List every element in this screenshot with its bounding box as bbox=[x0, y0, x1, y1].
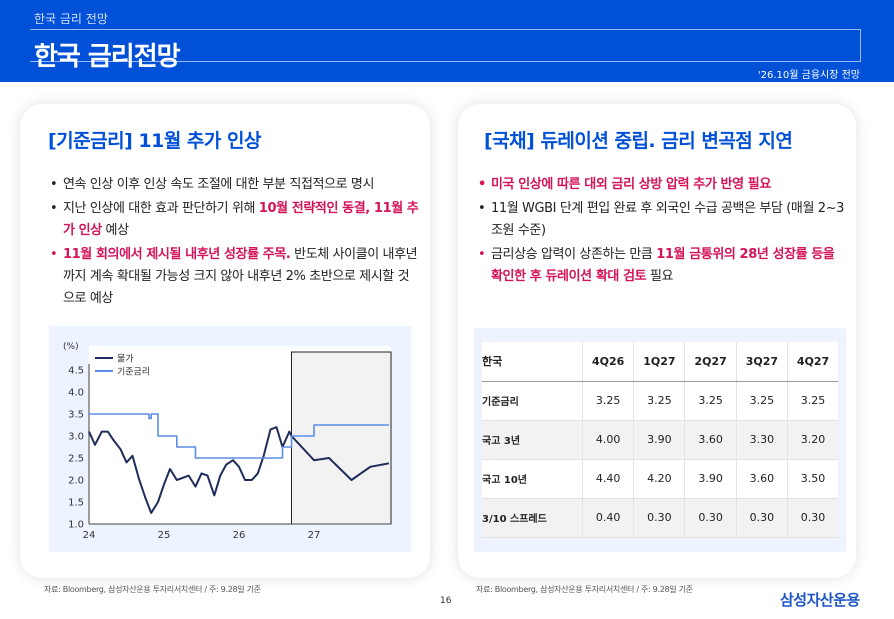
bond-card-title: [국채] 듀레이션 중립. 금리 변곡점 지연 bbox=[484, 130, 793, 152]
bullet-highlight: 미국 인상에 따른 대외 금리 상방 압력 추가 반영 필요 bbox=[491, 177, 771, 192]
row-label: 국고 3년 bbox=[482, 420, 583, 460]
bullet-text: 연속 인상 이후 인상 속도 조절에 대한 부분 직접적으로 명시 bbox=[63, 177, 375, 192]
table-cell: 3.30 bbox=[735, 420, 788, 460]
table-cell: 3.60 bbox=[735, 459, 788, 499]
report-tag: '26.10월 금융시장 전망 bbox=[757, 70, 860, 81]
bond-bullets: 미국 인상에 따른 대외 금리 상방 압력 추가 반영 필요 11월 WGBI … bbox=[478, 174, 846, 290]
table-cell: 3.90 bbox=[684, 459, 737, 499]
legend-label: 기준금리 bbox=[117, 367, 150, 378]
table-cell: 0.30 bbox=[684, 498, 737, 538]
column-header: 4Q26 bbox=[581, 342, 634, 382]
table-row: 국고 3년 4.00 3.90 3.60 3.30 3.20 bbox=[482, 420, 838, 460]
y-tick-label: 1.0 bbox=[68, 520, 84, 531]
forecast-table-box: 한국 4Q26 1Q27 2Q27 3Q27 4Q27 기준금리 3.25 3.… bbox=[474, 328, 846, 552]
table-row: 3/10 스프레드 0.40 0.30 0.30 0.30 0.30 bbox=[482, 498, 838, 538]
bullet-text: 11월 WGBI 단계 편입 완료 후 외국인 수급 공백은 부담 (매월 2~… bbox=[491, 201, 844, 238]
table-cell: 3.20 bbox=[786, 420, 838, 460]
table-header-row: 한국 4Q26 1Q27 2Q27 3Q27 4Q27 bbox=[482, 342, 838, 382]
source-note-left: 자료: Bloomberg, 삼성자산운용 투자리서치센터 / 주: 9.28일… bbox=[44, 585, 261, 594]
rate-chart-svg: (%) 4.5 4.0 3.5 3.0 2.5 2.0 1.5 1.024 25 26 27 물가기준금… bbox=[63, 342, 392, 541]
header-subtitle: 한국 금리 전망 bbox=[34, 12, 108, 26]
y-axis-unit: (%) bbox=[63, 342, 79, 352]
y-tick-label: 3.0 bbox=[68, 432, 84, 443]
bullet-text: 금리상승 압력이 상존하는 만큼 bbox=[491, 247, 657, 262]
column-header: 3Q27 bbox=[735, 342, 788, 382]
table-cell: 3.50 bbox=[786, 459, 838, 499]
table-corner: 한국 bbox=[482, 342, 583, 382]
table-cell: 4.20 bbox=[633, 459, 685, 499]
x-tick-label: 27 bbox=[308, 530, 321, 541]
table-row: 국고 10년 4.40 4.20 3.90 3.60 3.50 bbox=[482, 459, 838, 499]
bullet-text: 지난 인상에 대한 효과 판단하기 위해 bbox=[63, 201, 259, 216]
y-tick-label: 4.5 bbox=[68, 366, 84, 377]
bullet-highlight: 11월 금통위의 28년 성장률 등을 확인한 후 듀레이션 확대 검토 bbox=[491, 247, 835, 284]
table-cell: 0.40 bbox=[581, 498, 634, 538]
y-tick-label: 2.5 bbox=[68, 454, 84, 465]
table-cell: 0.30 bbox=[786, 498, 838, 538]
bullet-text: 필요 bbox=[646, 269, 674, 284]
y-tick-label: 1.5 bbox=[68, 498, 84, 509]
row-label: 3/10 스프레드 bbox=[482, 498, 583, 538]
y-tick-label: 4.0 bbox=[68, 388, 84, 399]
table-cell: 3.25 bbox=[735, 381, 788, 421]
x-tick-label: 26 bbox=[233, 530, 246, 541]
forecast-table: 한국 4Q26 1Q27 2Q27 3Q27 4Q27 기준금리 3.25 3.… bbox=[482, 342, 838, 538]
page-number: 16 bbox=[440, 596, 452, 606]
bullet-text: 반도체 사이클이 내후년까지 계속 확대될 가능성 크지 않아 내후년 2% 초… bbox=[63, 247, 418, 306]
bullet-highlight: 10월 전략적인 동결, 11월 추가 인상 bbox=[63, 201, 419, 238]
table-cell: 3.60 bbox=[684, 420, 737, 460]
column-header: 2Q27 bbox=[684, 342, 737, 382]
list-item: 금리상승 압력이 상존하는 만큼 11월 금통위의 28년 성장률 등을 확인한… bbox=[478, 244, 846, 288]
series-line-inflation bbox=[88, 426, 390, 514]
bullet-text: 예상 bbox=[101, 223, 130, 238]
title-frame bbox=[30, 29, 861, 62]
legend-label: 물가 bbox=[117, 354, 134, 365]
bullet-highlight: 11월 회의에서 제시될 내후년 성장률 주목. bbox=[63, 247, 291, 262]
y-tick-label: 3.5 bbox=[68, 410, 84, 421]
x-tick-label: 25 bbox=[158, 530, 171, 541]
bond-card: [국채] 듀레이션 중립. 금리 변곡점 지연 미국 인상에 따른 대외 금리 … bbox=[458, 104, 856, 578]
policy-rate-card: [기준금리] 11월 추가 인상 연속 인상 이후 인상 속도 조절에 대한 부… bbox=[20, 104, 430, 578]
policy-rate-card-title: [기준금리] 11월 추가 인상 bbox=[48, 130, 261, 152]
list-item: 11월 회의에서 제시될 내후년 성장률 주목. 반도체 사이클이 내후년까지 … bbox=[50, 244, 420, 310]
header-bar: 한국 금리 전망 한국 금리전망 '26.10월 금융시장 전망 bbox=[0, 0, 894, 82]
column-header: 4Q27 bbox=[786, 342, 838, 382]
company-logo: 삼성자산운용 bbox=[780, 591, 860, 609]
table-cell: 3.25 bbox=[684, 381, 737, 421]
table-row: 기준금리 3.25 3.25 3.25 3.25 3.25 bbox=[482, 381, 838, 421]
row-label: 기준금리 bbox=[482, 381, 583, 421]
policy-rate-bullets: 연속 인상 이후 인상 속도 조절에 대한 부분 직접적으로 명시 지난 인상에… bbox=[50, 174, 420, 312]
table-cell: 3.25 bbox=[786, 381, 838, 421]
y-tick-label: 2.0 bbox=[68, 476, 84, 487]
row-label: 국고 10년 bbox=[482, 459, 583, 499]
list-item: 11월 WGBI 단계 편입 완료 후 외국인 수급 공백은 부담 (매월 2~… bbox=[478, 198, 846, 242]
source-note-right: 자료: Bloomberg, 삼성자산운용 투자리서치센터 / 주: 9.28일… bbox=[476, 585, 693, 594]
table-cell: 4.00 bbox=[581, 420, 634, 460]
table-cell: 4.40 bbox=[581, 459, 634, 499]
table-cell: 3.90 bbox=[633, 420, 685, 460]
list-item: 연속 인상 이후 인상 속도 조절에 대한 부분 직접적으로 명시 bbox=[50, 174, 420, 196]
table-cell: 3.25 bbox=[633, 381, 685, 421]
list-item: 미국 인상에 따른 대외 금리 상방 압력 추가 반영 필요 bbox=[478, 174, 846, 196]
table-cell: 0.30 bbox=[633, 498, 685, 538]
forecast-box bbox=[291, 351, 392, 525]
table-cell: 0.30 bbox=[735, 498, 788, 538]
column-header: 1Q27 bbox=[633, 342, 685, 382]
page-title: 한국 금리전망 bbox=[34, 42, 181, 72]
table-cell: 3.25 bbox=[581, 381, 634, 421]
series-line-policy-rate bbox=[89, 413, 389, 459]
x-tick-label: 24 bbox=[83, 530, 96, 541]
list-item: 지난 인상에 대한 효과 판단하기 위해 10월 전략적인 동결, 11월 추가… bbox=[50, 198, 420, 242]
